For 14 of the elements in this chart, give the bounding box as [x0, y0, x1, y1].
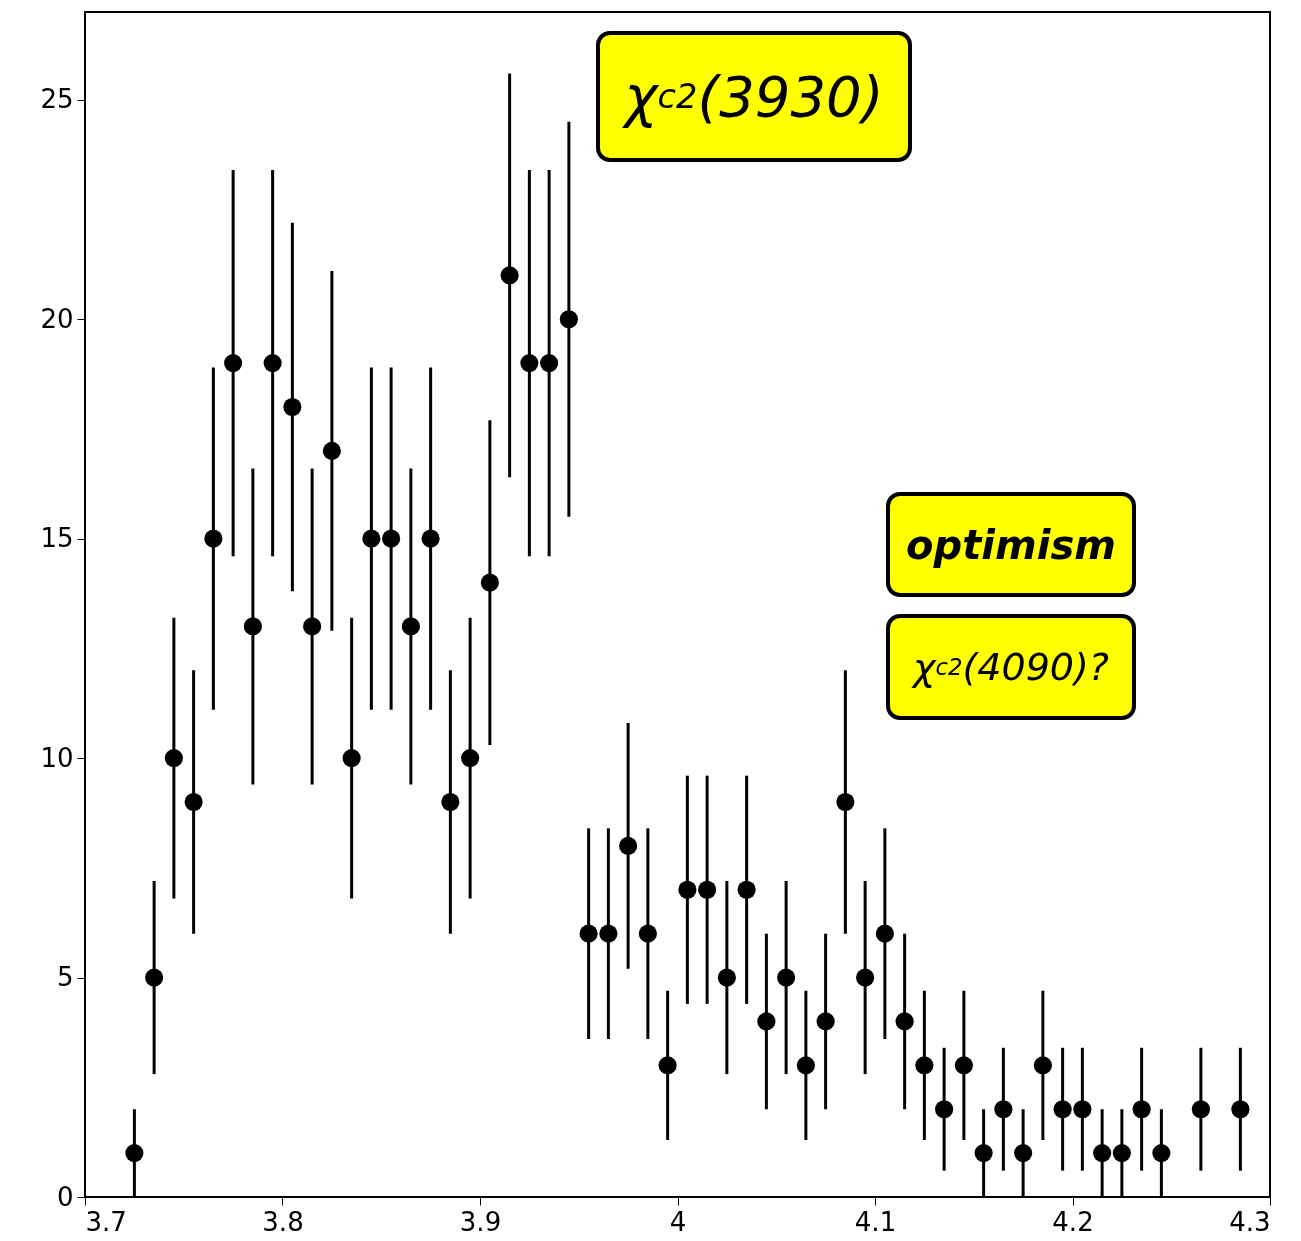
- y-tick-label: 20: [40, 303, 74, 334]
- x-tick-label: 3.7: [85, 1206, 127, 1237]
- x-tick-label: 4.2: [1052, 1206, 1094, 1237]
- x-tick-label: 4: [669, 1206, 687, 1237]
- y-tick-label: 5: [56, 962, 74, 993]
- x-tick-label: 4.3: [1229, 1206, 1271, 1237]
- x-tick-label: 3.9: [459, 1206, 502, 1237]
- annotation: optimism: [886, 492, 1136, 597]
- y-tick-label: 15: [40, 523, 74, 554]
- y-tick-label: 25: [40, 84, 74, 115]
- y-tick-label: 10: [40, 742, 74, 773]
- x-tick-label: 3.8: [262, 1206, 304, 1237]
- x-tick-label: 4.1: [854, 1206, 897, 1237]
- y-tick-label: 0: [56, 1181, 74, 1212]
